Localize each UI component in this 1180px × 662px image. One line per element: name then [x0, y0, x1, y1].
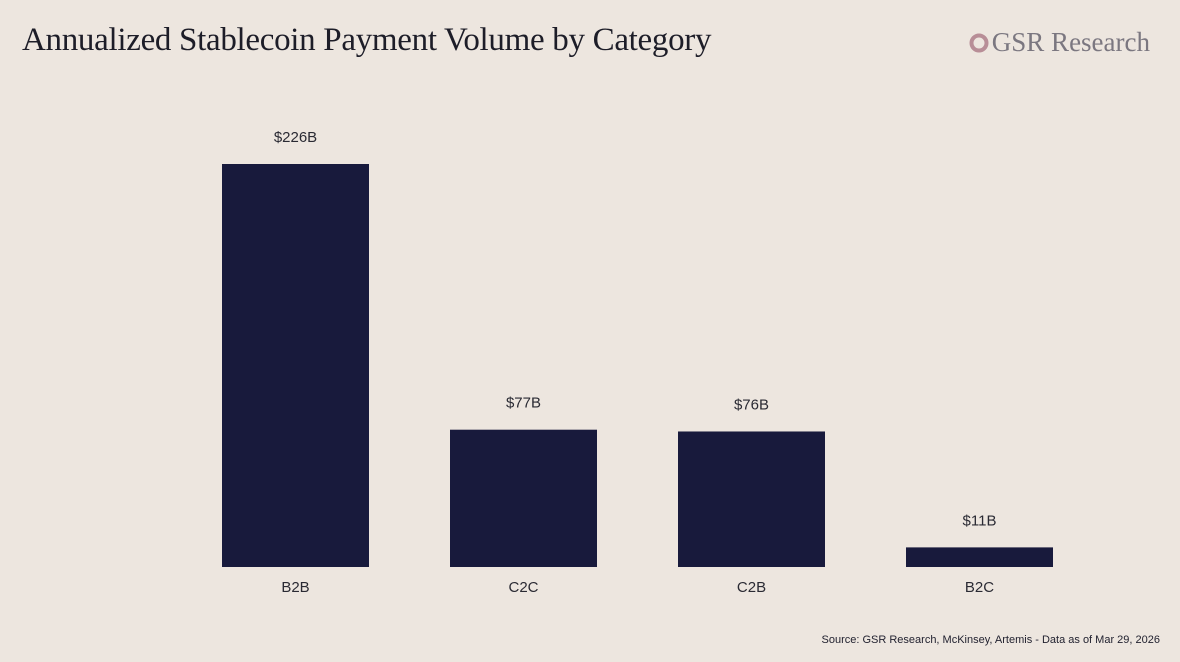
x-tick-label-c2c: C2C [508, 579, 538, 596]
source-note: Source: GSR Research, McKinsey, Artemis … [821, 634, 1161, 646]
x-tick-label-b2c: B2C [965, 579, 994, 596]
x-tick-label-c2b: C2B [737, 579, 766, 596]
bar-b2c [906, 547, 1053, 567]
chart-title: Annualized Stablecoin Payment Volume by … [22, 22, 712, 58]
bar-c2b [678, 431, 825, 567]
bar-b2b [222, 164, 369, 567]
bar-c2c [450, 429, 597, 567]
gsr-logo-icon [969, 33, 989, 52]
brand-name: GSR Research [991, 27, 1150, 57]
data-label-c2b: $76B [734, 396, 769, 413]
data-label-b2c: $11B [963, 512, 997, 529]
data-label-b2b: $226B [274, 129, 317, 146]
brand-logo: GSR Research [969, 27, 1150, 58]
data-label-c2c: $77B [506, 395, 541, 412]
x-tick-label-b2b: B2B [281, 579, 309, 596]
